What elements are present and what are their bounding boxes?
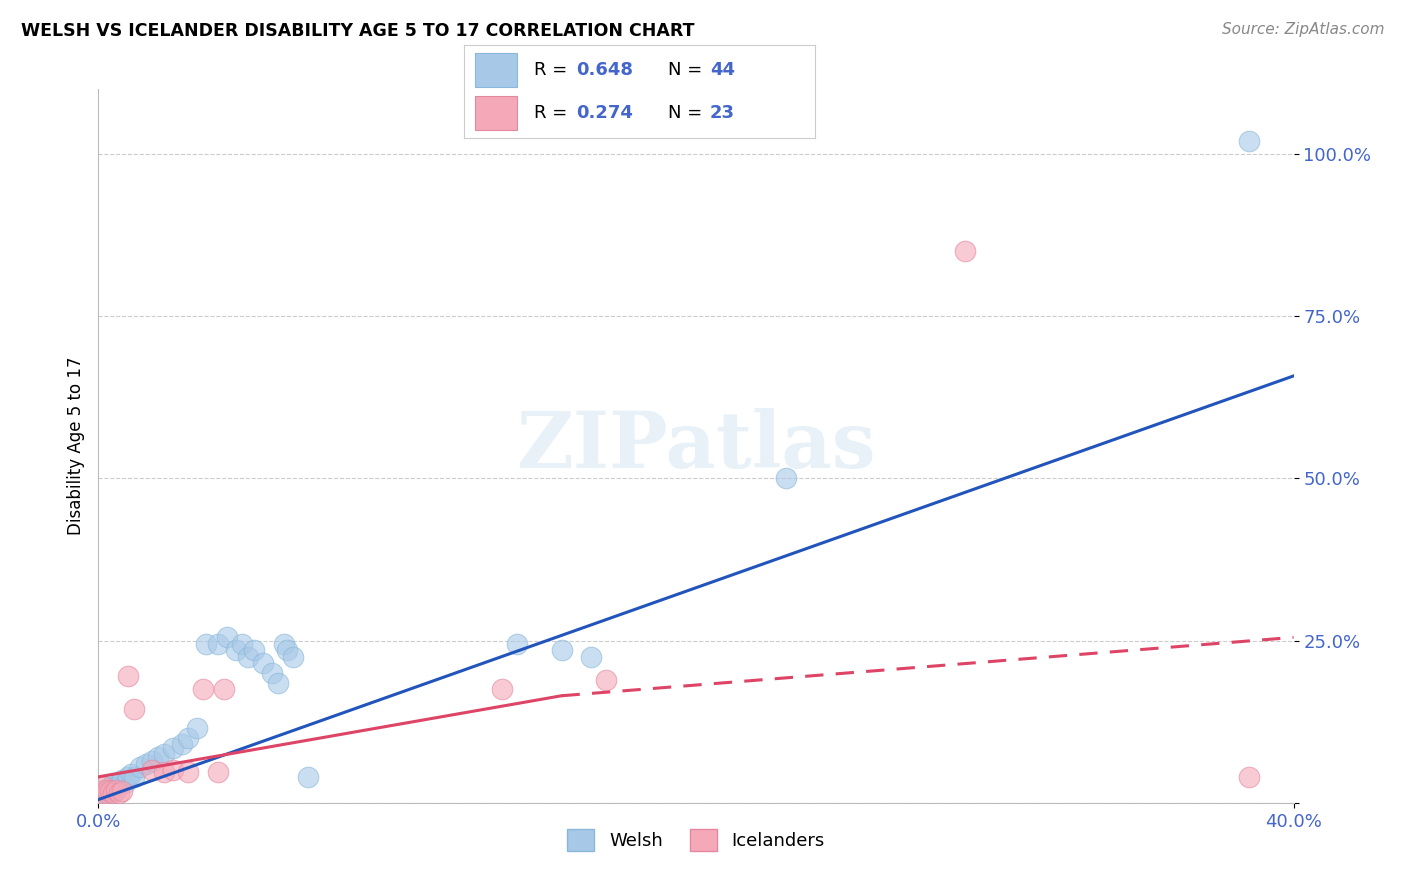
Point (111, 773, 134, 788)
Point (243, 643, 266, 657)
Point (953, 244, 976, 259)
Text: ZIPatlas: ZIPatlas (516, 408, 876, 484)
Point (491, 682, 513, 697)
Point (276, 643, 298, 657)
Point (267, 675, 290, 690)
Point (162, 764, 184, 778)
Point (114, 776, 136, 790)
Point (550, 643, 572, 657)
Point (506, 637, 529, 651)
Point (252, 657, 274, 671)
Point (581, 649, 603, 664)
Point (93, 782, 115, 797)
Point (153, 764, 176, 779)
Point (124, 770, 146, 784)
Point (141, 754, 163, 768)
Point (93, 780, 115, 794)
Point (1237, 134, 1260, 148)
Point (117, 669, 139, 683)
Point (108, 776, 131, 790)
Point (103, 776, 125, 790)
Point (172, 738, 194, 752)
Point (212, 682, 235, 697)
Text: R =: R = (534, 104, 574, 122)
Point (207, 637, 229, 651)
Point (141, 764, 163, 778)
Point (90, 786, 112, 800)
Point (281, 649, 304, 664)
Point (105, 782, 128, 797)
Point (90, 789, 112, 804)
Point (135, 756, 157, 771)
Point (207, 764, 229, 779)
Text: 44: 44 (710, 61, 735, 78)
Text: 23: 23 (710, 104, 735, 122)
Point (93, 786, 115, 800)
Point (148, 750, 170, 764)
Point (108, 786, 131, 800)
Point (595, 673, 617, 687)
Point (195, 637, 218, 651)
FancyBboxPatch shape (475, 96, 517, 130)
Point (177, 764, 200, 779)
Point (273, 637, 295, 651)
Point (120, 766, 142, 780)
Point (129, 760, 152, 774)
Point (93, 782, 115, 797)
Text: 0.274: 0.274 (576, 104, 633, 122)
Point (215, 631, 238, 645)
Point (96, 786, 118, 800)
Point (103, 786, 125, 800)
Point (775, 471, 797, 485)
Legend: Welsh, Icelanders: Welsh, Icelanders (560, 822, 832, 858)
Point (124, 702, 146, 716)
Point (236, 649, 259, 664)
Point (177, 731, 200, 745)
Point (105, 780, 128, 794)
Point (225, 643, 247, 657)
Point (153, 747, 176, 761)
Point (191, 682, 214, 697)
Point (98, 784, 122, 798)
Text: R =: R = (534, 61, 574, 78)
Text: N =: N = (668, 104, 707, 122)
Point (103, 782, 125, 797)
Point (231, 637, 253, 651)
FancyBboxPatch shape (475, 53, 517, 87)
Y-axis label: Disability Age 5 to 17: Disability Age 5 to 17 (66, 357, 84, 535)
Text: WELSH VS ICELANDER DISABILITY AGE 5 TO 17 CORRELATION CHART: WELSH VS ICELANDER DISABILITY AGE 5 TO 1… (21, 22, 695, 40)
Point (162, 740, 184, 755)
Point (98, 780, 122, 794)
Point (297, 770, 319, 784)
Text: N =: N = (668, 61, 707, 78)
Point (98, 786, 122, 800)
Point (96, 789, 118, 804)
Text: Source: ZipAtlas.com: Source: ZipAtlas.com (1222, 22, 1385, 37)
Point (186, 721, 208, 735)
Point (117, 770, 139, 784)
Point (96, 782, 118, 797)
Point (111, 784, 134, 798)
Text: 0.648: 0.648 (576, 61, 634, 78)
Point (1237, 770, 1260, 784)
Point (260, 666, 283, 681)
Point (96, 782, 118, 797)
